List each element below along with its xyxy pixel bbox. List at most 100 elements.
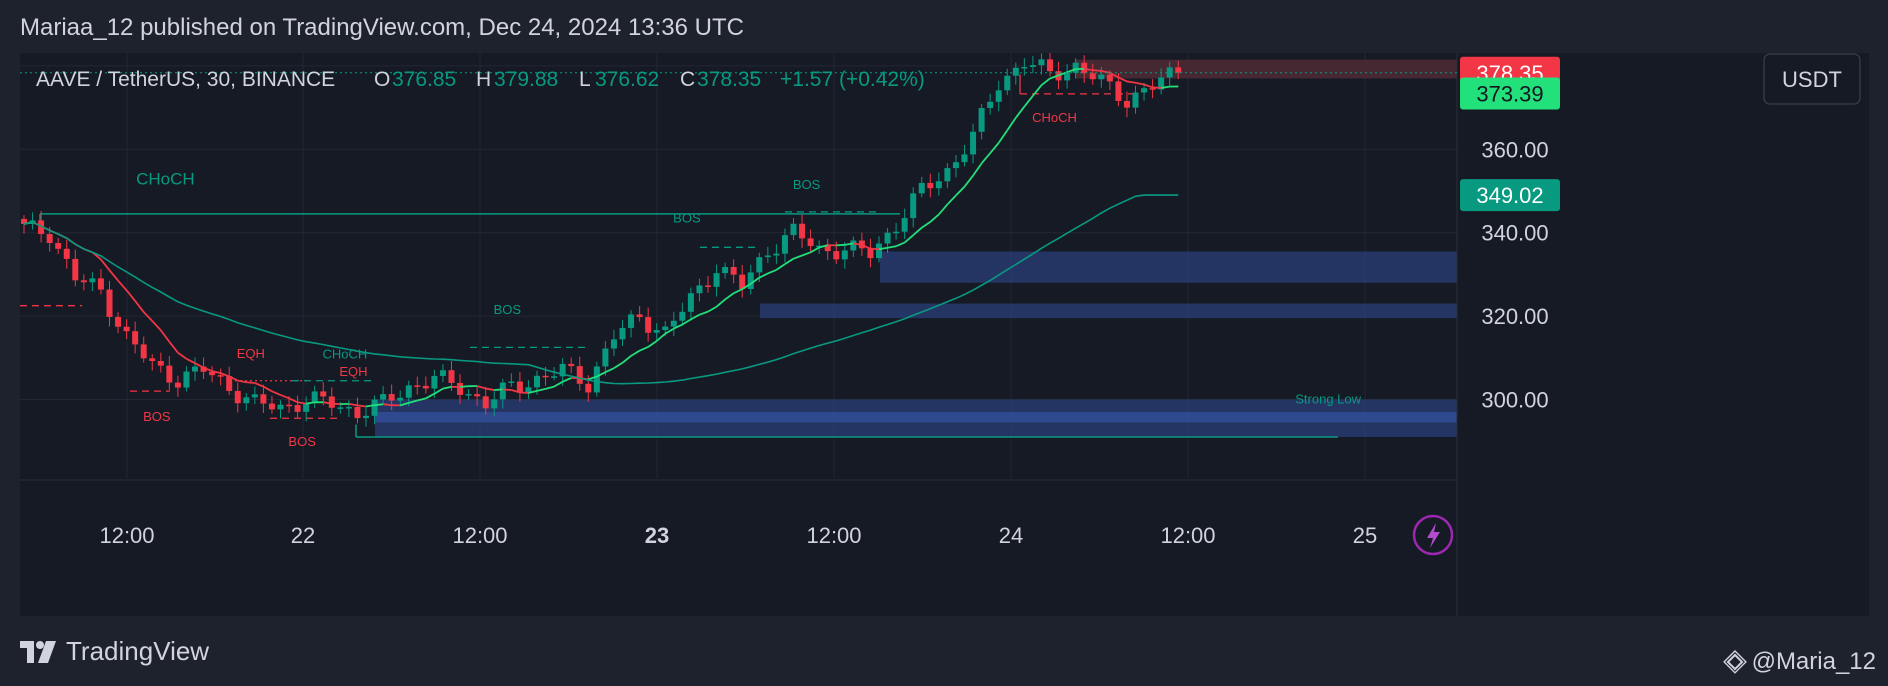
- y-tick-label: 300.00: [1481, 388, 1548, 413]
- candle-body: [149, 358, 156, 362]
- candle-body: [345, 406, 352, 409]
- candle-body: [961, 154, 968, 163]
- fast-ma-segment: [980, 152, 991, 164]
- candle-body: [747, 272, 754, 290]
- annotation-strong-low-12: Strong Low: [1295, 392, 1361, 407]
- candle-body: [670, 320, 677, 327]
- legend-l-label: L: [579, 68, 591, 91]
- candle-body: [140, 344, 147, 359]
- alert-icon[interactable]: [1412, 514, 1454, 556]
- fast-ma-segment: [605, 367, 615, 374]
- candle-body: [807, 238, 814, 247]
- candle-body: [277, 404, 284, 410]
- annotation-choch-1: CHoCH: [323, 347, 368, 362]
- candle-body: [1132, 92, 1139, 108]
- candle-body: [431, 375, 438, 389]
- candle-body: [46, 234, 53, 244]
- candle-body: [63, 248, 70, 259]
- fast-ma-segment: [588, 375, 598, 381]
- currency-button[interactable]: USDT: [1763, 53, 1861, 105]
- candle-body: [1012, 67, 1019, 76]
- fast-ma-segment: [895, 241, 906, 248]
- candle-body: [1072, 62, 1079, 73]
- published-header: Mariaa_12 published on TradingView.com, …: [20, 14, 744, 41]
- fast-ma-segment: [699, 310, 709, 316]
- candle-body: [499, 382, 506, 400]
- candle-body: [576, 366, 583, 384]
- candle-body: [1021, 67, 1028, 69]
- fast-ma-segment: [844, 242, 854, 246]
- fast-ma-segment: [955, 186, 966, 197]
- price-chart[interactable]: CHoCHCHoCHCHoCHCHoCHBOSBOSBOSBOSBOSEQHEQ…: [20, 9, 1869, 616]
- fast-ma-segment: [630, 349, 641, 357]
- fast-ma-segment: [938, 203, 949, 216]
- fast-ma-segment: [1143, 83, 1153, 89]
- demand-zone-upper: [880, 251, 1457, 283]
- candle-body: [559, 363, 566, 377]
- candle-body: [696, 285, 703, 294]
- fast-ma-segment: [365, 404, 375, 408]
- fast-ma-segment: [1066, 68, 1076, 74]
- fast-ma-segment: [143, 311, 153, 322]
- fast-ma-segment: [262, 385, 273, 393]
- fast-ma-segment: [818, 244, 828, 249]
- candle-body: [756, 257, 763, 273]
- fast-ma-segment: [476, 385, 486, 390]
- fast-ma-segment: [972, 162, 983, 177]
- x-tick-label: 12:00: [99, 523, 154, 548]
- fast-ma-segment: [168, 341, 179, 354]
- fast-ma-segment: [220, 372, 230, 378]
- binance-icon: [1722, 650, 1747, 674]
- candle-body: [320, 391, 327, 397]
- candle-body: [602, 348, 609, 367]
- candle-body: [987, 101, 994, 108]
- fast-ma-segment: [681, 318, 692, 326]
- fast-ma-segment: [1049, 74, 1059, 80]
- supply-zone: [1075, 59, 1457, 79]
- fast-ma-segment: [194, 362, 204, 369]
- currency-label[interactable]: USDT: [1782, 67, 1842, 92]
- candle-body: [1098, 74, 1105, 80]
- candle-body: [730, 266, 737, 275]
- candle-body: [534, 375, 540, 388]
- fast-ma-segment: [715, 298, 726, 308]
- candle-body: [1106, 74, 1113, 82]
- fast-ma-segment: [536, 387, 546, 392]
- candle-body: [97, 278, 104, 290]
- annotation-eqh-10: EQH: [339, 364, 367, 379]
- fast-ma-segment: [1126, 80, 1136, 84]
- legend-o-value: 376.85: [392, 68, 456, 91]
- fast-ma-segment: [861, 244, 871, 250]
- fast-ma-segment: [750, 276, 760, 285]
- fast-ma-segment: [784, 257, 794, 265]
- candle-body: [876, 243, 882, 259]
- tradingview-logo[interactable]: TradingView: [20, 636, 209, 667]
- candle-body: [653, 330, 660, 333]
- candle-body: [927, 182, 934, 189]
- fast-ma-segment: [647, 340, 658, 348]
- structure-lines: [20, 21, 1338, 438]
- y-tick-label: 360.00: [1481, 137, 1548, 162]
- candle-body: [457, 382, 464, 395]
- candle-body: [824, 245, 831, 252]
- legend-l-value: 376.62: [595, 68, 659, 91]
- fast-ma-segment: [1032, 84, 1043, 97]
- fast-ma-segment: [125, 289, 136, 302]
- candle-body: [687, 293, 694, 312]
- annotation-choch-0: CHoCH: [136, 170, 195, 189]
- legend-c-label: C: [680, 68, 695, 91]
- candle-body: [1123, 100, 1130, 108]
- chart-panel[interactable]: CHoCHCHoCHCHoCHCHoCHBOSBOSBOSBOSBOSEQHEQ…: [20, 9, 1869, 616]
- candle-body: [1047, 59, 1053, 72]
- candle-body: [337, 407, 344, 409]
- candle-body: [209, 371, 216, 376]
- legend-o-label: O: [374, 68, 390, 91]
- fast-ma-segment: [177, 351, 187, 360]
- candle-body: [294, 404, 301, 412]
- candle-body: [884, 232, 891, 244]
- fast-ma-segment: [323, 401, 332, 405]
- candle-body: [1149, 88, 1156, 90]
- fast-ma-segment: [1135, 81, 1145, 86]
- annotation-eqh-9: EQH: [237, 346, 265, 361]
